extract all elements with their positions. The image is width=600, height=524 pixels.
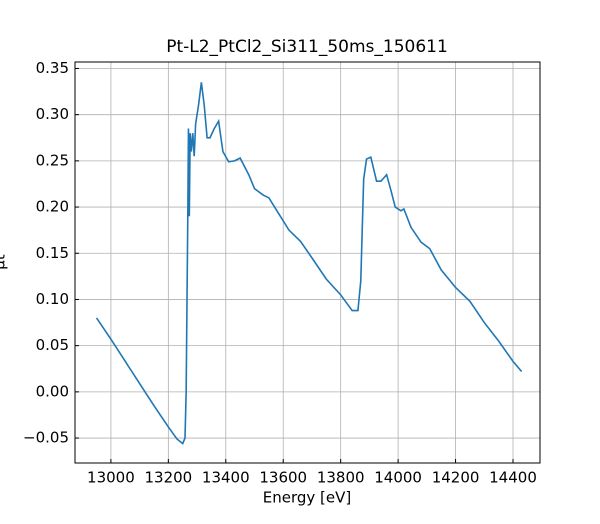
y-tick-label: 0.20	[36, 198, 69, 216]
x-axis-label: Energy [eV]	[263, 489, 351, 507]
x-tick-label: 14200	[432, 469, 480, 487]
y-tick-label: 0.00	[36, 382, 69, 400]
x-tick-label: 13400	[202, 469, 250, 487]
y-tick-label: 0.10	[36, 290, 69, 308]
x-tick-label: 13000	[87, 469, 135, 487]
y-tick-label: 0.25	[36, 151, 69, 169]
chart-title: Pt-L2_PtCl2_Si311_50ms_150611	[166, 37, 448, 57]
data-line	[95, 82, 523, 445]
plot-frame	[74, 61, 541, 464]
x-tick-label: 13200	[144, 469, 192, 487]
y-tick-label: 0.15	[36, 244, 69, 262]
x-tick-label: 14000	[374, 469, 422, 487]
y-tick-label: −0.05	[23, 429, 69, 447]
x-tick-label: 14400	[489, 469, 537, 487]
x-tick-label: 13800	[317, 469, 365, 487]
y-tick-label: 0.30	[36, 105, 69, 123]
y-tick-label: 0.35	[36, 59, 69, 77]
y-tick-label: 0.05	[36, 336, 69, 354]
y-axis-label: μt	[0, 254, 9, 270]
x-tick-label: 13600	[259, 469, 307, 487]
